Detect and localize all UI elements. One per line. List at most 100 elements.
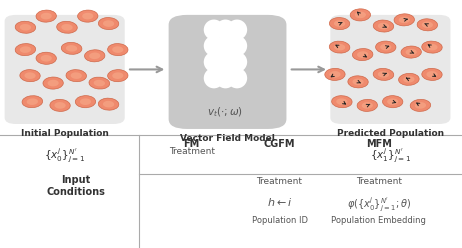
Ellipse shape <box>332 96 352 108</box>
Ellipse shape <box>48 80 59 86</box>
Ellipse shape <box>334 20 345 27</box>
Text: $\varphi(\{x_0^j\}_{j=1}^{N^{\prime}};\theta)$: $\varphi(\{x_0^j\}_{j=1}^{N^{\prime}};\t… <box>347 196 411 214</box>
Text: Population ID: Population ID <box>251 216 308 225</box>
Ellipse shape <box>378 23 389 29</box>
Ellipse shape <box>394 14 414 26</box>
Ellipse shape <box>61 42 82 54</box>
Text: MFM: MFM <box>366 139 392 149</box>
Ellipse shape <box>61 24 73 31</box>
Ellipse shape <box>57 21 77 33</box>
Ellipse shape <box>422 41 442 53</box>
Text: Treatment: Treatment <box>356 177 402 186</box>
Ellipse shape <box>20 46 31 53</box>
Ellipse shape <box>108 70 128 82</box>
Text: Treatment: Treatment <box>169 147 215 156</box>
Ellipse shape <box>334 44 345 50</box>
Ellipse shape <box>373 20 394 32</box>
Ellipse shape <box>20 24 31 31</box>
Text: $\{x_1^j\}_{j=1}^{N^{\prime}}$: $\{x_1^j\}_{j=1}^{N^{\prime}}$ <box>370 146 411 165</box>
Text: $v_t(\cdot;\omega)$: $v_t(\cdot;\omega)$ <box>207 105 243 119</box>
Ellipse shape <box>71 72 82 79</box>
Ellipse shape <box>15 21 36 33</box>
Ellipse shape <box>387 98 398 105</box>
Ellipse shape <box>329 71 340 78</box>
Ellipse shape <box>422 22 433 28</box>
Ellipse shape <box>399 73 419 85</box>
Ellipse shape <box>80 98 91 105</box>
Ellipse shape <box>78 10 98 22</box>
Ellipse shape <box>20 70 40 82</box>
Ellipse shape <box>399 17 410 23</box>
Text: CGFM: CGFM <box>264 139 295 149</box>
Ellipse shape <box>336 98 347 105</box>
Ellipse shape <box>36 10 56 22</box>
Text: $\{x_0^j\}_{j=1}^{N^{\prime}}$: $\{x_0^j\}_{j=1}^{N^{\prime}}$ <box>44 146 85 165</box>
Ellipse shape <box>75 96 96 108</box>
Ellipse shape <box>15 44 36 56</box>
Ellipse shape <box>43 77 63 89</box>
Ellipse shape <box>215 52 236 72</box>
Ellipse shape <box>112 46 123 53</box>
Ellipse shape <box>215 36 236 56</box>
Ellipse shape <box>103 101 114 107</box>
Ellipse shape <box>403 76 414 83</box>
Ellipse shape <box>417 19 438 31</box>
Ellipse shape <box>362 102 373 109</box>
Text: Population Embedding: Population Embedding <box>331 216 426 225</box>
Ellipse shape <box>383 96 403 108</box>
Ellipse shape <box>22 96 43 108</box>
Ellipse shape <box>36 52 56 64</box>
Ellipse shape <box>103 20 114 27</box>
Ellipse shape <box>24 72 36 79</box>
Text: $h \leftarrow i$: $h \leftarrow i$ <box>267 196 292 208</box>
Ellipse shape <box>204 20 224 40</box>
Ellipse shape <box>373 68 394 80</box>
Text: Input
Conditions: Input Conditions <box>47 175 106 197</box>
Ellipse shape <box>426 44 438 50</box>
Ellipse shape <box>422 68 442 80</box>
Text: FM: FM <box>183 139 200 149</box>
Ellipse shape <box>41 55 52 62</box>
Ellipse shape <box>227 68 247 88</box>
Ellipse shape <box>66 70 86 82</box>
Ellipse shape <box>227 36 247 56</box>
FancyBboxPatch shape <box>169 15 286 129</box>
Ellipse shape <box>82 13 93 19</box>
Ellipse shape <box>353 79 364 85</box>
Ellipse shape <box>227 20 247 40</box>
Text: Treatment: Treatment <box>256 177 303 186</box>
Ellipse shape <box>94 80 105 86</box>
Ellipse shape <box>329 18 350 30</box>
Ellipse shape <box>215 68 236 88</box>
Ellipse shape <box>108 44 128 56</box>
Ellipse shape <box>357 51 368 58</box>
Ellipse shape <box>112 72 123 79</box>
Ellipse shape <box>350 9 371 21</box>
Ellipse shape <box>50 99 70 111</box>
Ellipse shape <box>89 53 100 59</box>
Ellipse shape <box>355 12 366 18</box>
Ellipse shape <box>406 49 417 55</box>
Ellipse shape <box>41 13 52 19</box>
Ellipse shape <box>98 18 119 30</box>
Ellipse shape <box>325 68 345 80</box>
Ellipse shape <box>204 52 224 72</box>
Ellipse shape <box>66 45 77 52</box>
Ellipse shape <box>353 49 373 61</box>
FancyBboxPatch shape <box>5 15 125 124</box>
Ellipse shape <box>204 36 224 56</box>
Ellipse shape <box>27 98 38 105</box>
Text: Predicted Population: Predicted Population <box>337 129 444 138</box>
FancyBboxPatch shape <box>330 15 450 124</box>
Ellipse shape <box>329 41 350 53</box>
Text: Initial Population: Initial Population <box>21 129 109 138</box>
Ellipse shape <box>380 44 391 50</box>
Ellipse shape <box>85 50 105 62</box>
Ellipse shape <box>401 46 421 58</box>
Ellipse shape <box>357 99 377 111</box>
Ellipse shape <box>378 71 389 78</box>
Text: Vector Field Model: Vector Field Model <box>180 134 275 143</box>
Ellipse shape <box>98 98 119 110</box>
Ellipse shape <box>215 20 236 40</box>
Ellipse shape <box>227 52 247 72</box>
